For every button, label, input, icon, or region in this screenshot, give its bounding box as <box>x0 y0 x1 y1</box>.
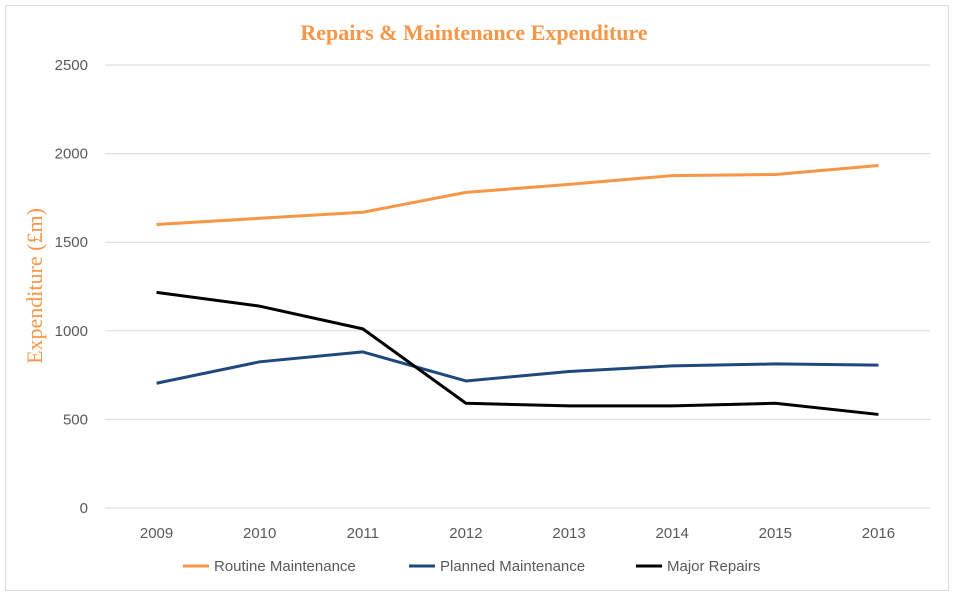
series-line-major-repairs <box>156 290 879 416</box>
y-tick-label: 2000 <box>55 146 88 163</box>
x-tick-label: 2014 <box>656 525 689 542</box>
chart-frame <box>5 5 949 591</box>
y-tick-label: 1000 <box>55 323 88 340</box>
series-line-routine-maintenance <box>156 163 879 226</box>
x-tick-label: 2016 <box>862 525 895 542</box>
x-tick-label: 2010 <box>243 525 276 542</box>
x-tick-label: 2012 <box>449 525 482 542</box>
y-tick-label: 500 <box>63 411 88 428</box>
x-tick-label: 2009 <box>140 525 173 542</box>
x-tick-label: 2011 <box>347 525 379 542</box>
y-tick-label: 0 <box>80 500 88 517</box>
x-tick-label: 2015 <box>759 525 792 542</box>
y-tick-label: 2500 <box>55 57 88 74</box>
legend-label: Planned Maintenance <box>440 558 585 575</box>
y-axis-label: Expenditure (£m) <box>22 208 47 364</box>
series-line-planned-maintenance <box>156 350 879 385</box>
legend-label: Major Repairs <box>667 558 760 575</box>
legend-label: Routine Maintenance <box>214 558 356 575</box>
chart-title: Repairs & Maintenance Expenditure <box>300 20 648 45</box>
y-tick-label: 1500 <box>55 234 88 251</box>
x-tick-label: 2013 <box>552 525 585 542</box>
